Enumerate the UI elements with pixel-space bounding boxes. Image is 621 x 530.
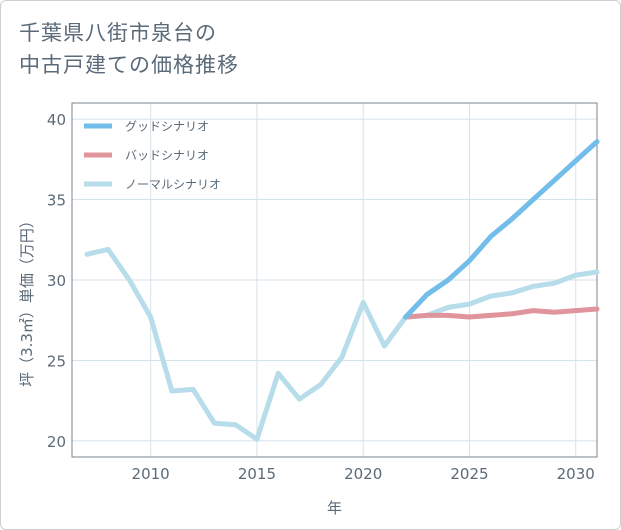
series-lines — [84, 139, 600, 442]
y-tick-label: 20 — [47, 433, 66, 451]
x-axis-title: 年 — [327, 499, 342, 517]
x-tick-label: 2015 — [238, 465, 276, 483]
grid — [72, 103, 597, 457]
legend-label: グッドシナリオ — [125, 120, 209, 134]
y-tick-label: 40 — [47, 111, 66, 129]
y-tick-label: 25 — [47, 352, 66, 370]
plot-border — [71, 102, 598, 458]
chart-title-line-1: 千葉県八街市泉台の — [19, 21, 217, 45]
chart-title: 千葉県八街市泉台の 中古戸建ての価格推移 — [19, 17, 239, 81]
y-tick-label: 30 — [47, 272, 66, 290]
series-line-good — [403, 139, 600, 320]
series-line-bad — [403, 306, 600, 320]
x-tick-label: 2025 — [450, 465, 488, 483]
y-tick-label: 35 — [47, 192, 66, 210]
chart-title-line-2: 中古戸建ての価格推移 — [19, 53, 239, 77]
legend-label: ノーマルシナリオ — [125, 178, 221, 192]
x-tick-label: 2020 — [344, 465, 382, 483]
y-axis-title: 坪（3.3㎡）単価（万円） — [18, 213, 36, 387]
series-line-normal — [84, 246, 600, 442]
x-tick-label: 2010 — [132, 465, 170, 483]
x-tick-label: 2030 — [557, 465, 595, 483]
legend-label: バッドシナリオ — [125, 149, 209, 163]
